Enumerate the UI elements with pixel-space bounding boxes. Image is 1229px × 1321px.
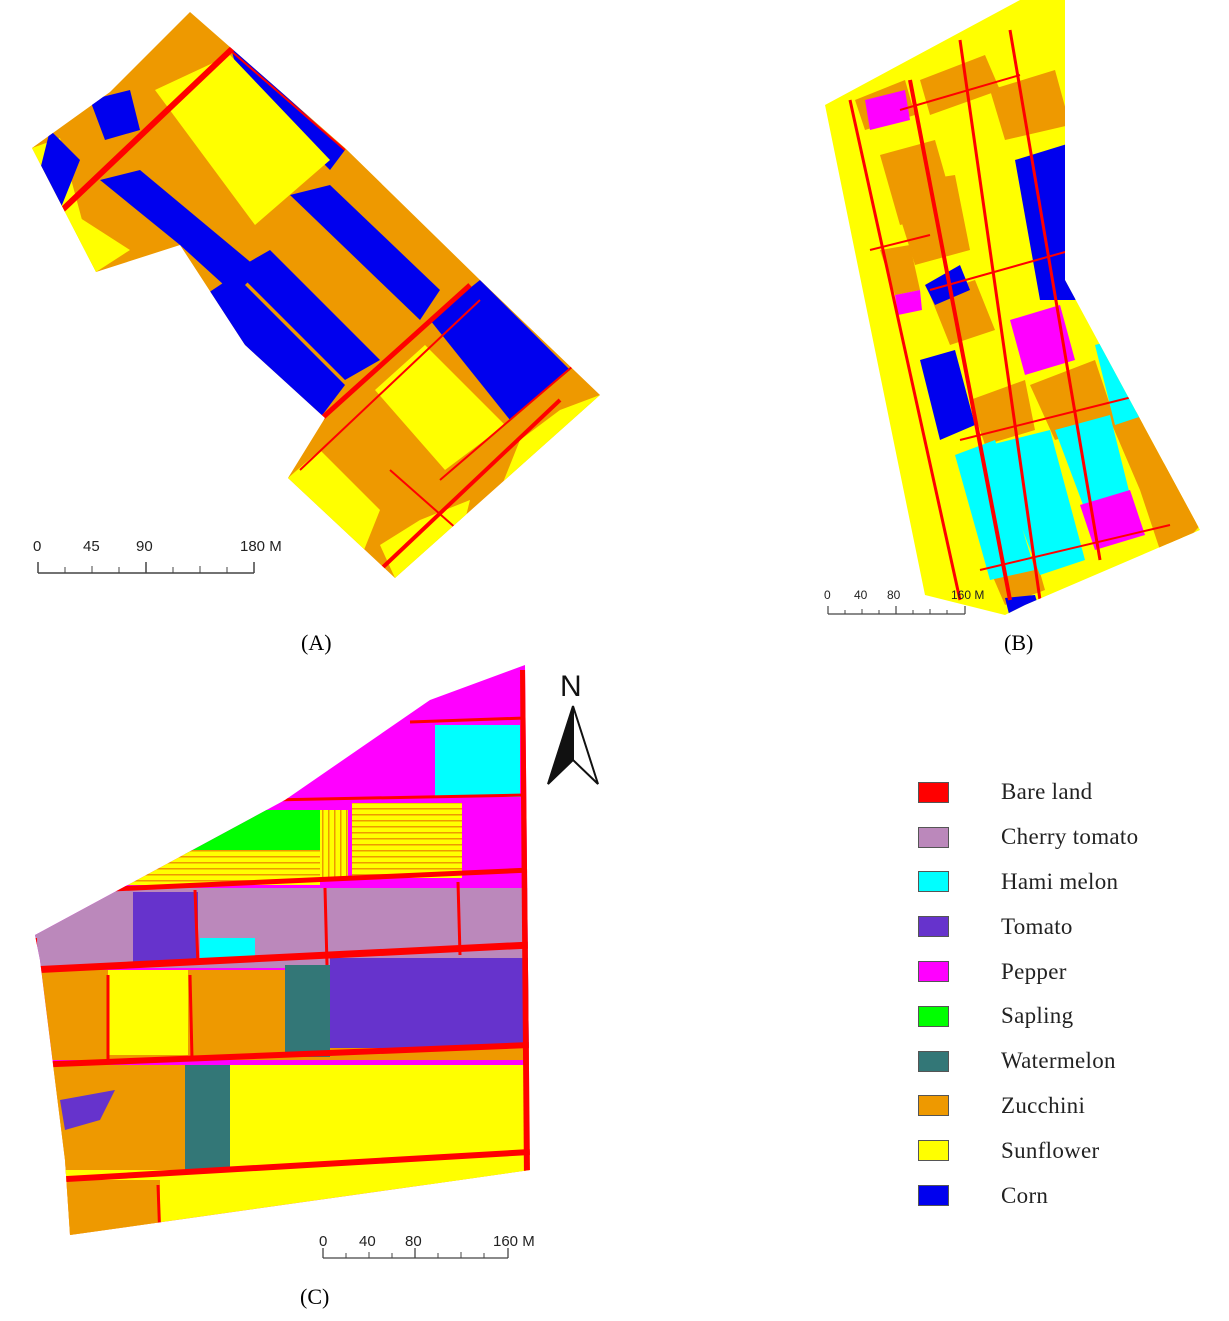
legend-item-pepper: Pepper (918, 949, 1208, 994)
legend-label: Hami melon (1001, 868, 1119, 894)
scale-tick-label: 160 M (493, 1233, 535, 1250)
legend-item-hami-melon: Hami melon (918, 860, 1208, 905)
map-panel-b: 0 40 80 160 M (824, 0, 1200, 615)
scale-tick-label: 180 M (240, 538, 282, 555)
scale-bar-a: 0 45 90 180 M (33, 538, 282, 574)
legend-label: Sapling (1001, 1003, 1074, 1029)
scale-tick-label: 0 (33, 538, 41, 555)
legend-label: Sunflower (1001, 1137, 1100, 1163)
panel-label-c: (C) (300, 1284, 330, 1309)
legend-swatch (918, 1095, 949, 1117)
legend-label: Watermelon (1001, 1048, 1116, 1074)
legend-item-watermelon: Watermelon (918, 1039, 1208, 1084)
map-panel-c (35, 665, 530, 1259)
legend-label: Pepper (1001, 958, 1067, 984)
legend-label: Corn (1001, 1182, 1049, 1208)
scale-tick-label: 0 (824, 588, 831, 602)
legend-swatch (918, 1005, 949, 1027)
legend-item-corn: Corn (918, 1173, 1208, 1218)
legend-item-sunflower: Sunflower (918, 1128, 1208, 1173)
legend-item-cherry-tomato: Cherry tomato (918, 815, 1208, 860)
legend-label: Bare land (1001, 779, 1093, 805)
legend-label: Zucchini (1001, 1092, 1086, 1118)
legend-label: Cherry tomato (1001, 824, 1139, 850)
legend-swatch (918, 1050, 949, 1072)
scale-tick-label: 160 M (951, 588, 984, 602)
scale-tick-label: 0 (319, 1233, 327, 1250)
map-panel-a: 0 45 90 180 M (32, 12, 600, 578)
scale-tick-label: 80 (887, 588, 901, 602)
legend-swatch (918, 871, 949, 893)
scale-tick-label: 40 (359, 1233, 376, 1250)
north-arrow-label: N (560, 670, 582, 703)
legend-item-zucchini: Zucchini (918, 1084, 1208, 1129)
panel-label-a: (A) (301, 630, 332, 655)
legend-swatch (918, 961, 949, 983)
scale-tick-label: 45 (83, 538, 100, 555)
scale-tick-label: 40 (854, 588, 868, 602)
north-arrow-icon (572, 705, 599, 785)
legend-swatch (918, 781, 949, 803)
legend-swatch (918, 1185, 949, 1207)
scale-tick-label: 80 (405, 1233, 422, 1250)
scale-bar-b: 0 40 80 160 M (824, 588, 984, 615)
legend-swatch (918, 826, 949, 848)
legend-item-sapling: Sapling (918, 994, 1208, 1039)
scale-labels-c: 0 40 80 160 M (319, 1233, 535, 1250)
north-arrow: N (540, 668, 606, 790)
legend-swatch (918, 1140, 949, 1162)
scale-bar-c (322, 1248, 509, 1259)
panel-label-b: (B) (1004, 630, 1034, 655)
legend: Bare land Cherry tomato Hami melon Tomat… (918, 770, 1208, 1218)
legend-item-tomato: Tomato (918, 904, 1208, 949)
legend-swatch (918, 916, 949, 938)
legend-item-bare-land: Bare land (918, 770, 1208, 815)
scale-tick-label: 90 (136, 538, 153, 555)
legend-label: Tomato (1001, 913, 1073, 939)
